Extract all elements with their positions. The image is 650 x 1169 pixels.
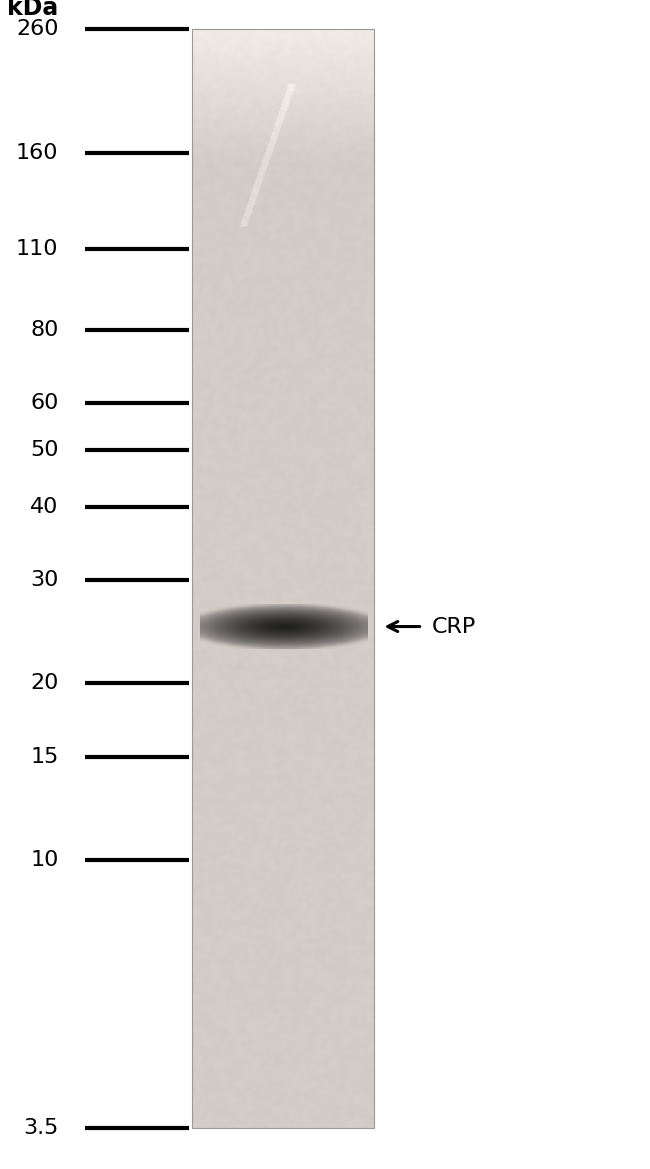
- Text: 80: 80: [30, 320, 58, 340]
- Text: 160: 160: [16, 143, 58, 164]
- Text: 20: 20: [30, 673, 58, 693]
- Text: 40: 40: [30, 497, 58, 517]
- Text: 15: 15: [30, 747, 58, 767]
- Text: 3.5: 3.5: [23, 1118, 58, 1139]
- Text: 10: 10: [30, 850, 58, 870]
- Text: 60: 60: [30, 393, 58, 414]
- Text: 110: 110: [16, 238, 58, 258]
- Text: 30: 30: [30, 570, 58, 590]
- Text: 50: 50: [30, 440, 58, 459]
- Text: kDa: kDa: [7, 0, 58, 20]
- Text: 260: 260: [16, 19, 58, 40]
- Bar: [192, 29, 374, 1128]
- Text: CRP: CRP: [432, 616, 476, 637]
